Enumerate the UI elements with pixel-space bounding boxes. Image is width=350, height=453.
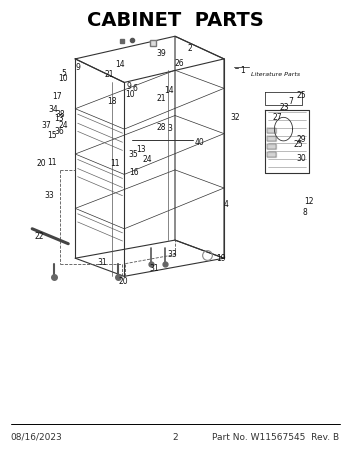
Text: 40: 40 xyxy=(194,138,204,147)
Text: 26: 26 xyxy=(174,59,184,68)
Text: 37: 37 xyxy=(41,120,51,130)
Text: 20: 20 xyxy=(37,159,46,168)
Text: 13: 13 xyxy=(136,145,146,154)
Polygon shape xyxy=(267,128,276,133)
Text: 28: 28 xyxy=(157,123,166,132)
Text: 08/16/2023: 08/16/2023 xyxy=(10,433,62,442)
Text: 15: 15 xyxy=(47,131,57,140)
Text: 14: 14 xyxy=(115,60,125,69)
Text: 22: 22 xyxy=(34,232,44,241)
Text: 16: 16 xyxy=(129,168,139,177)
Text: 2: 2 xyxy=(187,44,192,53)
Text: 9: 9 xyxy=(75,63,80,72)
Text: 14: 14 xyxy=(164,86,174,95)
Text: 1: 1 xyxy=(240,66,245,75)
Text: 4: 4 xyxy=(223,200,228,209)
Text: 20: 20 xyxy=(118,277,128,286)
Text: 34: 34 xyxy=(48,105,58,114)
Text: 25: 25 xyxy=(293,140,303,149)
Text: 27: 27 xyxy=(272,113,282,122)
Text: 33: 33 xyxy=(45,191,55,200)
Text: 18: 18 xyxy=(107,97,116,106)
Text: 36: 36 xyxy=(54,127,64,136)
Text: 11: 11 xyxy=(47,158,57,167)
Text: 11: 11 xyxy=(110,159,120,168)
Text: 3: 3 xyxy=(167,124,172,133)
Text: 6: 6 xyxy=(132,84,137,93)
Text: 8: 8 xyxy=(303,208,308,217)
Text: 13: 13 xyxy=(54,114,64,123)
Text: 10: 10 xyxy=(58,74,67,83)
Text: CABINET  PARTS: CABINET PARTS xyxy=(87,11,263,30)
Text: 35: 35 xyxy=(129,149,139,159)
Text: 5: 5 xyxy=(61,69,66,78)
Text: 7: 7 xyxy=(289,97,294,106)
Text: 21: 21 xyxy=(157,94,166,103)
Text: 31: 31 xyxy=(150,264,159,273)
Text: 24: 24 xyxy=(143,155,152,164)
Text: 21: 21 xyxy=(104,70,114,79)
Text: 32: 32 xyxy=(230,113,240,122)
Polygon shape xyxy=(267,136,276,141)
Text: 17: 17 xyxy=(52,92,62,101)
Text: Part No. W11567545  Rev. B: Part No. W11567545 Rev. B xyxy=(212,433,340,442)
Text: 12: 12 xyxy=(304,197,313,206)
Polygon shape xyxy=(267,144,276,149)
Text: 24: 24 xyxy=(59,121,69,130)
Text: 25: 25 xyxy=(297,91,307,100)
Text: Literature Parts: Literature Parts xyxy=(251,72,300,77)
Text: 39: 39 xyxy=(157,49,167,58)
Text: 38: 38 xyxy=(55,110,65,119)
Text: 33: 33 xyxy=(167,250,177,259)
Text: 9: 9 xyxy=(127,82,132,92)
Polygon shape xyxy=(267,152,276,157)
Text: 2: 2 xyxy=(172,433,178,442)
Text: 30: 30 xyxy=(297,154,307,163)
Text: 31: 31 xyxy=(97,258,107,267)
Text: 29: 29 xyxy=(297,135,307,144)
Text: 10: 10 xyxy=(125,90,135,99)
Text: 19: 19 xyxy=(216,254,226,263)
Text: 23: 23 xyxy=(279,103,289,112)
